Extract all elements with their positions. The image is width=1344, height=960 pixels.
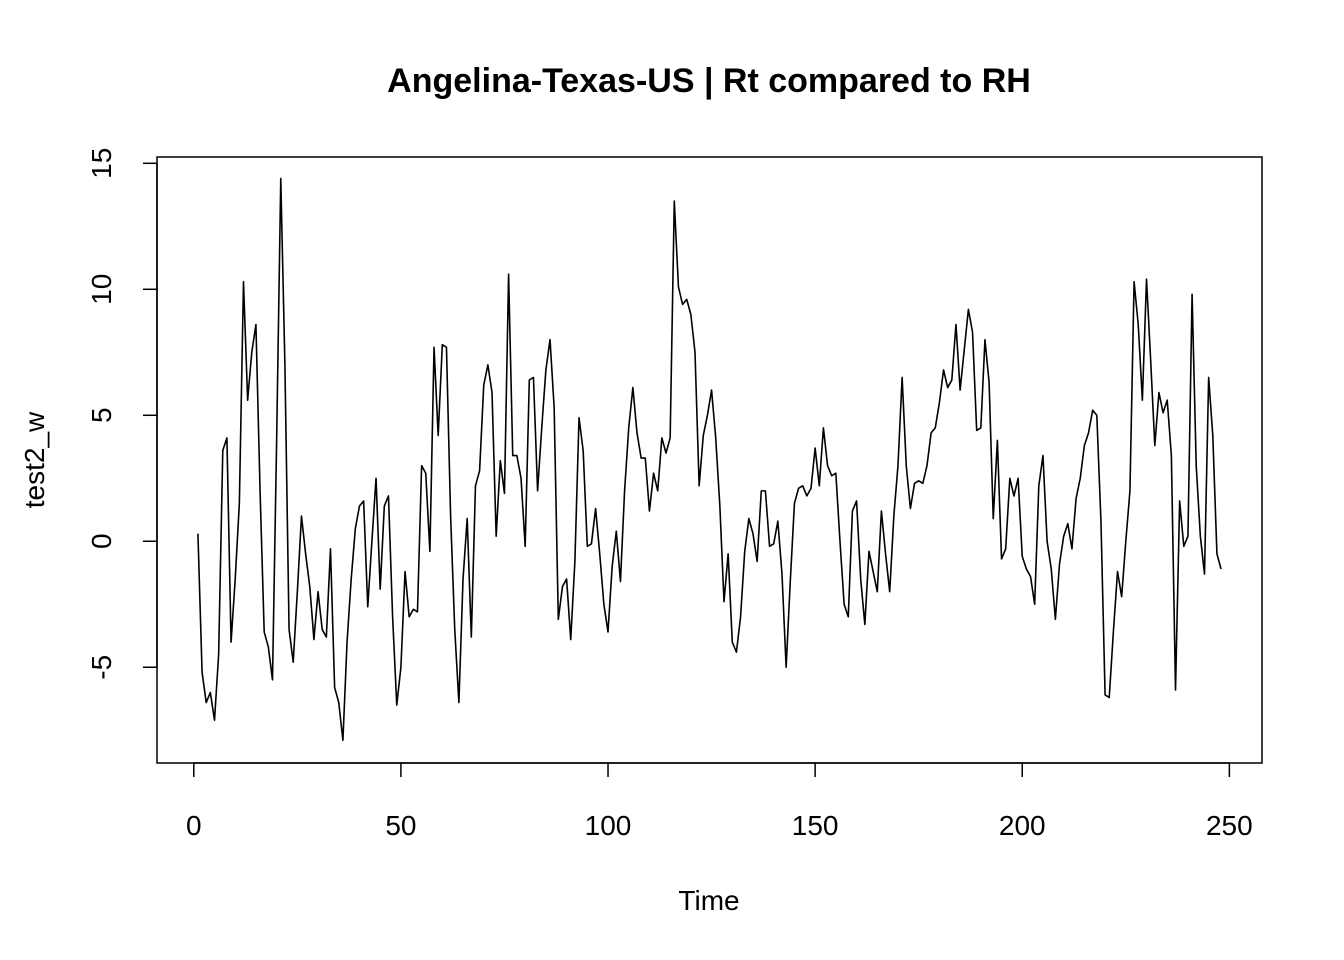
y-tick-label: 15: [86, 148, 117, 179]
y-tick-label: 0: [86, 533, 117, 549]
x-axis-label: Time: [678, 885, 739, 916]
series-line: [197, 177, 1222, 742]
y-tick-label: 5: [86, 407, 117, 423]
y-tick-label: -5: [86, 655, 117, 680]
y-axis-label: test2_w: [19, 411, 50, 508]
x-tick-label: 50: [385, 810, 416, 841]
x-tick-label: 200: [999, 810, 1046, 841]
x-tick-label: 0: [186, 810, 202, 841]
chart-title: Angelina-Texas-US | Rt compared to RH: [387, 62, 1031, 100]
y-tick-label: 10: [86, 274, 117, 305]
x-tick-label: 250: [1206, 810, 1253, 841]
plot-frame: [156, 156, 1263, 764]
x-tick-label: 100: [585, 810, 632, 841]
x-tick-label: 150: [792, 810, 839, 841]
